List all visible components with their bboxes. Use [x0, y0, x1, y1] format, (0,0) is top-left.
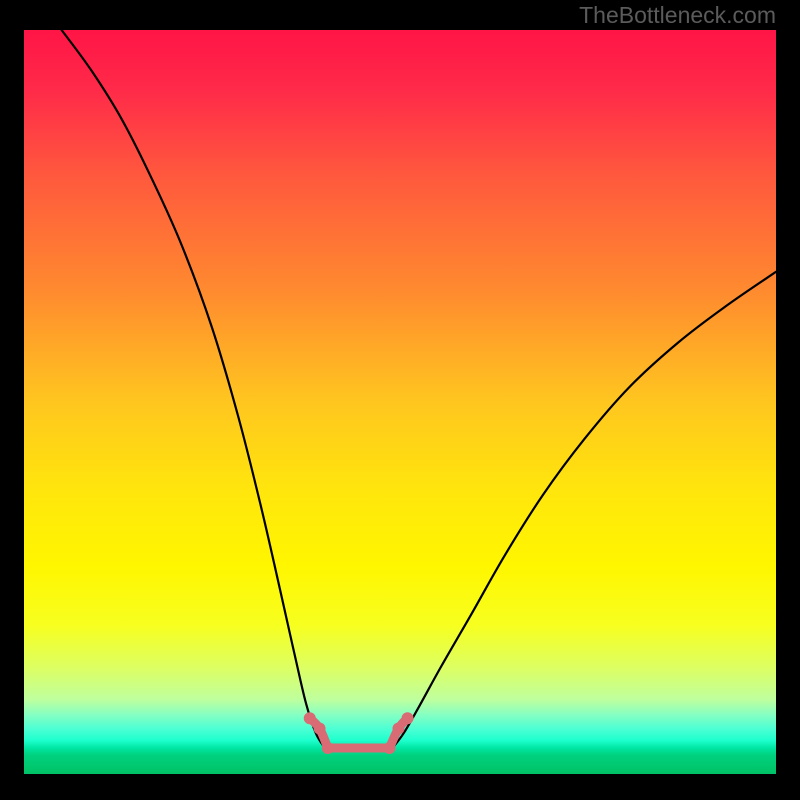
frame-left	[0, 0, 24, 800]
trace-dot	[402, 712, 414, 724]
trace-dot	[322, 742, 334, 754]
trace-dot	[314, 723, 326, 735]
curve-layer	[24, 30, 776, 774]
watermark-text: TheBottleneck.com	[579, 2, 776, 29]
curve-right	[392, 272, 776, 748]
trace-dot	[304, 712, 316, 724]
curve-left	[62, 30, 325, 748]
frame-right	[776, 0, 800, 800]
trace-dot	[383, 742, 395, 754]
trace-dot	[392, 723, 404, 735]
plot-area	[24, 30, 776, 774]
frame-bottom	[0, 774, 800, 800]
chart-root: TheBottleneck.com	[0, 0, 800, 800]
